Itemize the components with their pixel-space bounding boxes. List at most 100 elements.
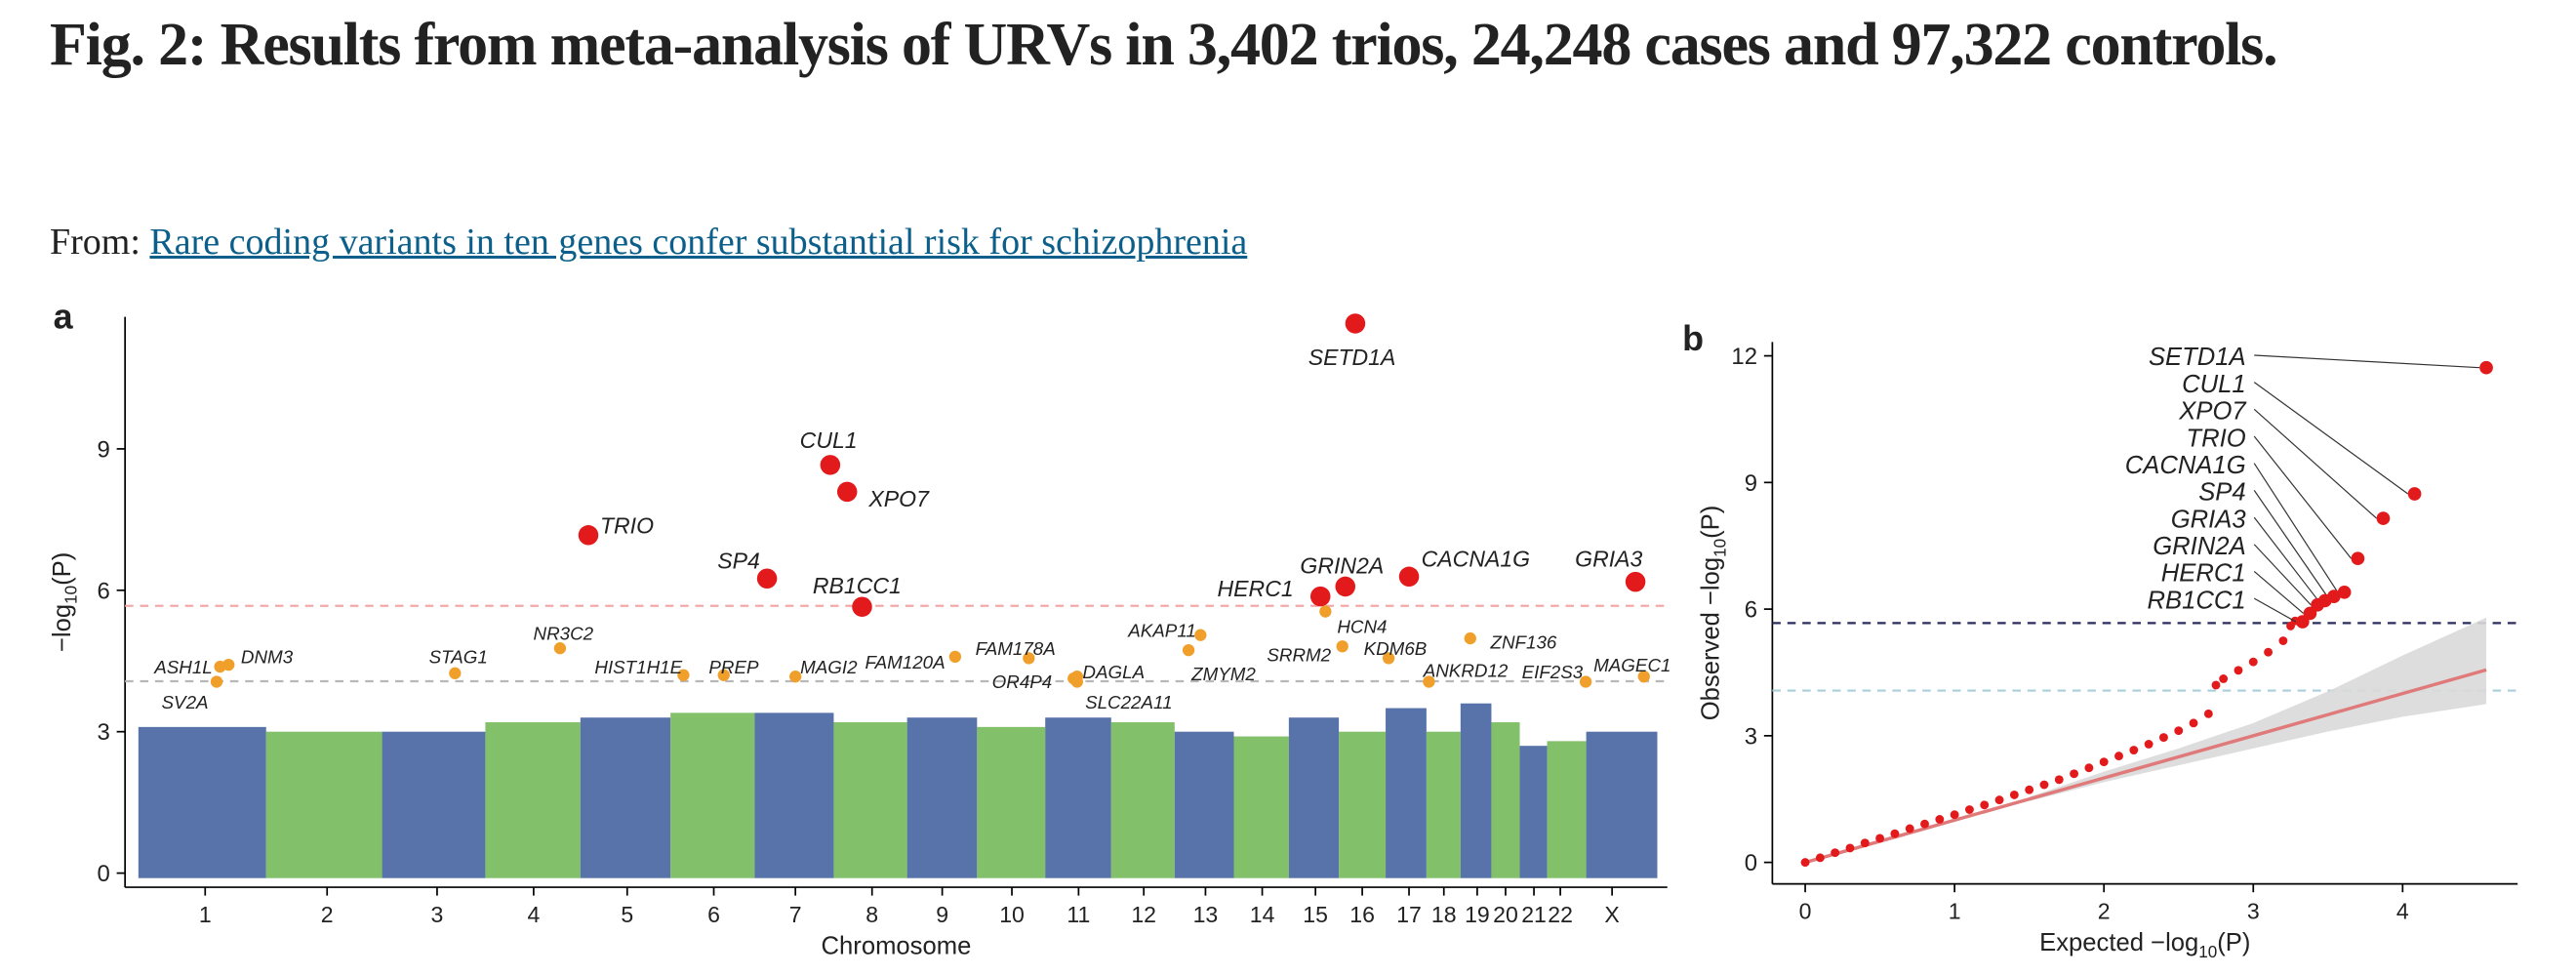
suggestive-gene-point xyxy=(1423,675,1435,688)
y-axis-label-part: 10 xyxy=(1711,539,1730,557)
significant-gene-point xyxy=(1309,586,1331,607)
background-variants xyxy=(754,712,834,878)
x-tick-label: 12 xyxy=(1131,902,1156,927)
gene-label: SP4 xyxy=(2198,479,2245,507)
gene-label: SP4 xyxy=(717,548,760,573)
top-gene-point xyxy=(2407,487,2422,501)
x-axis-label-part: (P) xyxy=(2217,929,2250,956)
x-tick-label: 14 xyxy=(1250,902,1275,927)
leader-line xyxy=(2253,597,2297,623)
x-tick-label: 5 xyxy=(621,902,633,927)
suggestive-gene-point xyxy=(1319,605,1332,618)
suggestive-gene-point xyxy=(210,675,223,688)
background-variants xyxy=(670,712,755,878)
observed-point xyxy=(2129,746,2139,754)
x-tick-label: 4 xyxy=(2396,899,2409,924)
gene-label: TRIO xyxy=(2186,425,2245,452)
suggestive-gene-point xyxy=(1336,640,1348,653)
observed-point xyxy=(1800,858,1810,868)
suggestive-gene-point xyxy=(1579,675,1592,688)
observed-point xyxy=(2189,718,2198,728)
gene-label: HERC1 xyxy=(1218,576,1294,601)
suggestive-gene-point xyxy=(222,658,235,671)
suggestive-gene-point xyxy=(449,667,462,679)
observed-point xyxy=(1950,810,1959,820)
background-variants xyxy=(1386,708,1427,878)
gene-label: STAG1 xyxy=(429,647,488,668)
observed-point xyxy=(2025,785,2034,794)
significant-gene-point xyxy=(836,481,858,503)
x-tick-label: 3 xyxy=(431,902,444,927)
gene-label: DNM3 xyxy=(241,646,294,667)
background-variants xyxy=(1491,722,1520,878)
y-tick-label: 0 xyxy=(97,861,109,887)
background-variants xyxy=(138,726,266,878)
x-axis-label-part: 10 xyxy=(2198,943,2217,961)
gene-label: CUL1 xyxy=(2182,371,2246,398)
gene-label: XPO7 xyxy=(2178,398,2247,426)
observed-point xyxy=(2039,780,2049,790)
observed-point xyxy=(1890,829,1900,838)
x-tick-label: 0 xyxy=(1799,899,1812,924)
gene-label: NR3C2 xyxy=(534,624,594,644)
gene-label: ANKRD12 xyxy=(1423,660,1509,680)
suggestive-gene-point xyxy=(1023,652,1035,665)
x-tick-label: 10 xyxy=(999,902,1025,927)
observed-point xyxy=(1845,843,1855,853)
gene-label: ZMYM2 xyxy=(1190,664,1256,684)
top-gene-point xyxy=(2376,511,2391,525)
leader-line xyxy=(2253,570,2304,614)
x-tick-label: 15 xyxy=(1303,902,1328,927)
x-tick-label: 9 xyxy=(936,902,948,927)
observed-point xyxy=(2099,757,2109,767)
observed-point xyxy=(1831,848,1840,858)
x-axis-label-part: Expected −log xyxy=(2039,929,2198,956)
x-tick-label: 22 xyxy=(1548,902,1573,927)
gene-label: FAM178A xyxy=(976,638,1056,659)
leader-line xyxy=(2253,516,2319,601)
x-tick-label: 3 xyxy=(2247,899,2260,924)
observed-point xyxy=(1905,824,1914,834)
observed-point xyxy=(2264,647,2274,657)
suggestive-gene-point xyxy=(553,642,567,655)
y-axis-label-part: (P) xyxy=(1698,506,1725,539)
significant-gene-point xyxy=(852,596,872,617)
suggestive-gene-point xyxy=(789,671,802,683)
background-variants xyxy=(1174,731,1234,878)
leader-line xyxy=(2253,490,2328,597)
x-tick-label: X xyxy=(1604,902,1619,927)
source-link[interactable]: Rare coding variants in ten genes confer… xyxy=(149,222,1248,263)
gene-label: XPO7 xyxy=(867,486,930,511)
background-variants xyxy=(1233,736,1289,878)
x-tick-label: 8 xyxy=(865,902,878,927)
gene-label: GRIN2A xyxy=(1300,552,1384,578)
x-tick-label: 4 xyxy=(527,902,540,927)
y-axis-label-part: Observed −log xyxy=(1698,557,1725,720)
expected-line xyxy=(1804,668,2487,865)
gene-label: SETD1A xyxy=(1308,345,1396,370)
gene-label: KDM6B xyxy=(1364,638,1428,659)
observed-point xyxy=(1815,853,1825,863)
gene-label: ZNF136 xyxy=(1490,631,1557,652)
gene-label: CACNA1G xyxy=(2125,452,2246,479)
x-tick-label: 1 xyxy=(1949,899,1961,924)
background-variants xyxy=(265,731,382,878)
observed-point xyxy=(1920,819,1929,829)
gene-label: HCN4 xyxy=(1337,617,1387,637)
background-variants xyxy=(906,717,978,878)
x-axis-label: Chromosome xyxy=(822,932,972,959)
y-tick-label: 9 xyxy=(97,436,109,463)
x-tick-label: 20 xyxy=(1493,902,1518,927)
suggestive-gene-point xyxy=(1637,671,1650,683)
background-variants xyxy=(1586,731,1658,878)
significant-gene-point xyxy=(1335,576,1356,597)
x-tick-label: 2 xyxy=(321,902,334,927)
top-gene-point xyxy=(2479,360,2493,375)
suggestive-gene-point xyxy=(1194,629,1207,641)
gene-label: SV2A xyxy=(162,692,209,712)
gene-label: HIST1H1E xyxy=(594,657,682,677)
panel-label: a xyxy=(54,298,74,337)
observed-point xyxy=(2219,674,2229,683)
observed-point xyxy=(1875,834,1885,843)
